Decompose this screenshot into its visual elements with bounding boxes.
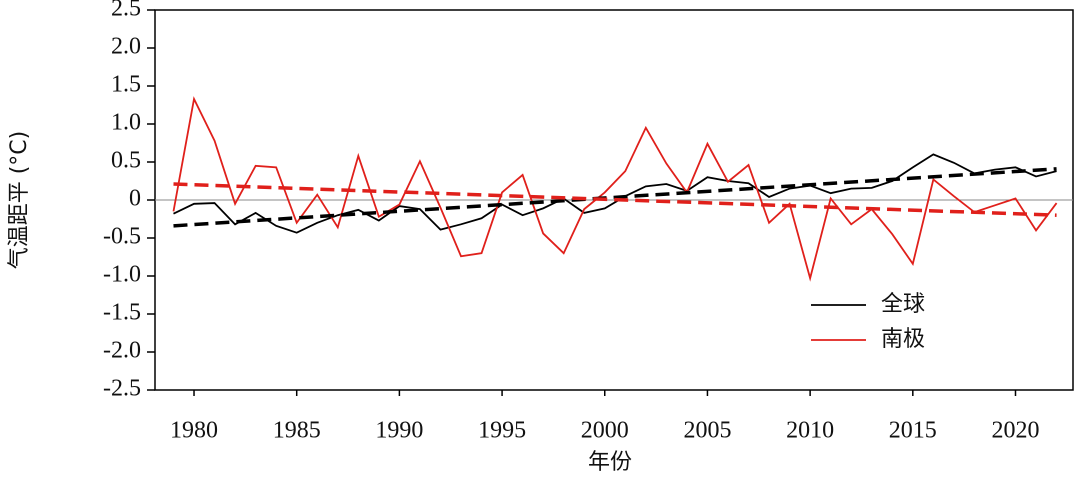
trend-line bbox=[173, 182, 1057, 217]
legend-label: 南极 bbox=[881, 327, 925, 352]
y-tick-label: 1.0 bbox=[111, 110, 141, 136]
x-tick-label: 2020 bbox=[991, 418, 1039, 444]
y-tick-label: -2.0 bbox=[103, 338, 141, 364]
x-tick-label: 1990 bbox=[375, 418, 423, 444]
y-tick-label: 2.5 bbox=[111, 0, 141, 22]
y-tick-label: 1.5 bbox=[111, 72, 141, 98]
y-tick-label: -1.5 bbox=[103, 300, 141, 326]
y-tick-label: 0.5 bbox=[111, 148, 141, 174]
y-tick-label: 2.0 bbox=[111, 34, 141, 60]
y-tick-label: -2.5 bbox=[103, 376, 141, 402]
x-tick-label: 1980 bbox=[170, 418, 218, 444]
x-tick-label: 2010 bbox=[786, 418, 834, 444]
y-tick-label: 0 bbox=[129, 186, 141, 212]
x-tick-label: 1985 bbox=[273, 418, 321, 444]
x-tick-label: 1995 bbox=[478, 418, 526, 444]
x-tick-label: 2015 bbox=[889, 418, 937, 444]
y-axis-label: 气温距平 (°C) bbox=[7, 131, 32, 270]
y-tick-label: -1.0 bbox=[103, 262, 141, 288]
trend-line bbox=[173, 167, 1057, 228]
y-tick-label: -0.5 bbox=[103, 224, 141, 250]
legend-label: 全球 bbox=[881, 292, 925, 317]
series-line bbox=[172, 96, 1058, 282]
x-axis-label: 年份 bbox=[588, 450, 632, 475]
x-tick-label: 2005 bbox=[683, 418, 731, 444]
series-line bbox=[173, 153, 1057, 234]
x-tick-label: 2000 bbox=[581, 418, 629, 444]
